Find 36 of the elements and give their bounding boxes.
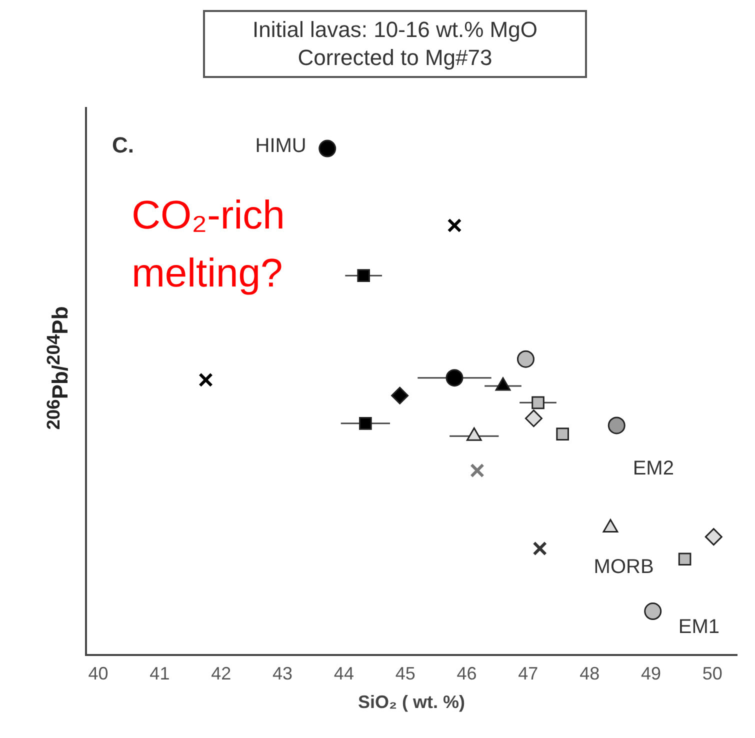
point	[532, 541, 548, 556]
x-axis-title: SiO₂ ( wt. %)	[358, 692, 466, 712]
point	[198, 372, 213, 388]
point	[447, 218, 462, 233]
x-tick-label: 41	[150, 664, 170, 684]
annotation: MORB	[594, 556, 654, 578]
point	[470, 463, 484, 478]
annotation: EM1	[678, 616, 720, 638]
point	[556, 428, 569, 440]
point	[524, 410, 542, 428]
x-tick-label: 44	[334, 664, 354, 684]
point	[391, 386, 409, 404]
x-tick-label: 49	[641, 664, 662, 684]
point	[532, 396, 544, 410]
point	[516, 350, 534, 368]
annotation: CO₂-rich melting?	[132, 193, 285, 296]
chart-title: Initial lavas: 10-16 wt.% MgO Corrected to Mg#73	[203, 10, 587, 78]
x-tick-label: 47	[518, 664, 538, 684]
point	[357, 269, 370, 282]
x-tick-label: 43	[272, 664, 293, 684]
point	[608, 416, 626, 434]
x-tick-label: 40	[88, 664, 108, 684]
point	[359, 417, 372, 430]
x-tick-label: 46	[456, 664, 477, 684]
x-tick-label: 45	[395, 664, 416, 684]
point	[644, 602, 662, 620]
x-tick-label: 42	[211, 664, 232, 684]
x-tick-label: 50	[702, 664, 722, 684]
annotation: EM2	[632, 457, 674, 480]
point	[318, 140, 336, 158]
point	[678, 552, 692, 566]
x-tick-label: 48	[580, 664, 600, 684]
point	[704, 528, 722, 546]
point	[446, 369, 464, 387]
annotation: HIMU	[255, 134, 306, 157]
annotation: C.	[112, 132, 134, 158]
